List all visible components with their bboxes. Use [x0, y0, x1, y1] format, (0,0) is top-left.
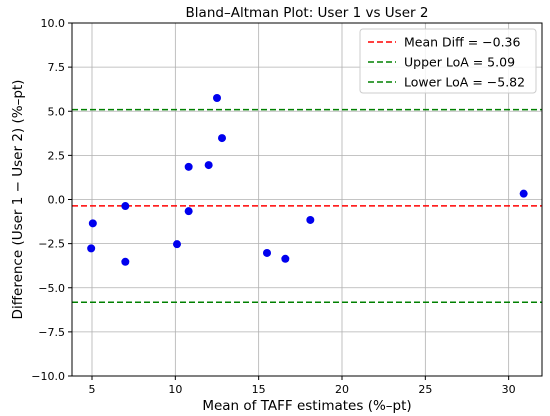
x-tick-label: 5: [89, 383, 96, 396]
x-tick-label: 20: [335, 383, 349, 396]
legend-box: [359, 28, 537, 94]
data-point: [88, 219, 97, 228]
x-axis-ticks: 5 10 15 20 25 30: [89, 376, 516, 396]
data-point: [173, 240, 181, 249]
data-point: [519, 189, 528, 198]
data-point: [204, 161, 213, 170]
legend-label: Upper LoA = 5.09: [404, 55, 515, 70]
y-tick-label: 2.5: [48, 149, 66, 162]
y-tick-label: 10.0: [41, 17, 66, 30]
x-axis-label: Mean of TAFF estimates (%–pt): [202, 398, 411, 414]
legend: Mean Diff = −0.36 Upper LoA = 5.09 Lower L…: [359, 28, 537, 94]
y-tick-label: −5.0: [38, 282, 65, 295]
reference-lines: [72, 108, 542, 303]
data-point: [184, 207, 193, 216]
y-tick-label: −2.5: [38, 238, 65, 251]
data-point: [218, 134, 226, 143]
data-point: [213, 94, 221, 103]
x-tick-label: 25: [418, 383, 432, 396]
data-point: [121, 257, 130, 266]
y-tick-label: 7.5: [48, 61, 66, 74]
y-axis-label: Difference (User 1 − User 2) (%–pt): [10, 80, 26, 320]
data-point: [87, 244, 96, 253]
y-axis-ticks: −10.0 −7.5 −5.0 −2.5 0.0 2.5 5.0 7.5 10.0: [31, 17, 72, 383]
y-tick-label: 5.0: [48, 105, 66, 118]
data-point: [306, 215, 315, 224]
data-point: [184, 162, 193, 171]
x-tick-label: 30: [502, 383, 516, 396]
y-tick-label: −10.0: [31, 370, 65, 383]
data-point: [263, 248, 271, 257]
y-tick-label: −7.5: [38, 326, 65, 339]
data-points: [87, 94, 528, 266]
x-tick-label: 15: [252, 383, 266, 396]
x-tick-label: 10: [168, 383, 182, 396]
y-tick-label: 0.0: [48, 194, 66, 207]
chart-title: Bland–Altman Plot: User 1 vs User 2: [186, 5, 429, 21]
data-point: [281, 254, 290, 263]
legend-label: Mean Diff = −0.36: [404, 35, 521, 50]
data-point: [121, 202, 130, 211]
legend-label: Lower LoA = −5.82: [404, 75, 525, 90]
